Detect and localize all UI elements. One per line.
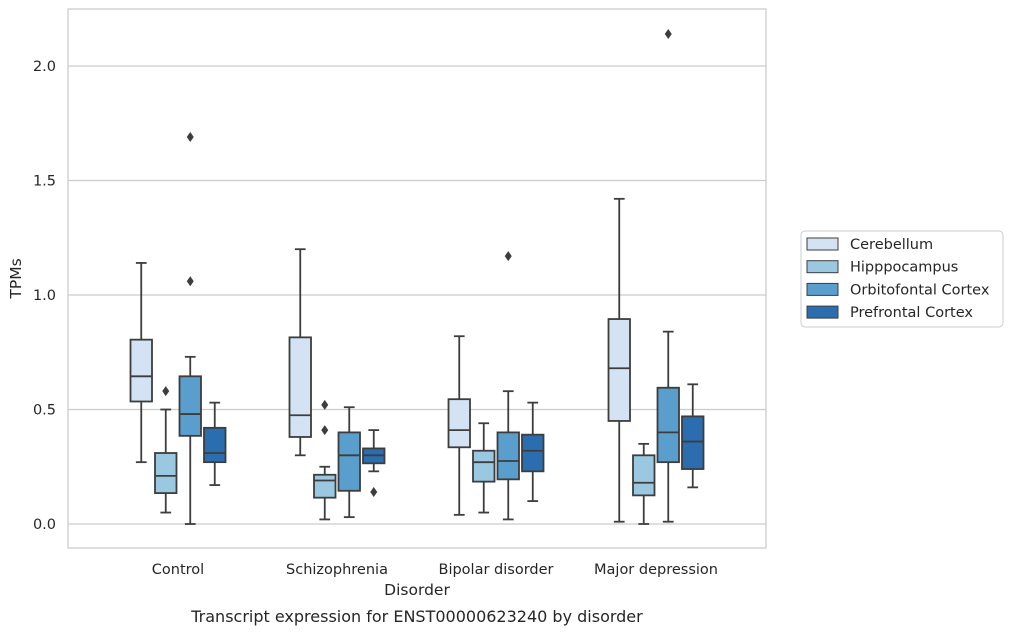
- box-body: [203, 426, 227, 464]
- box-body: [178, 375, 202, 437]
- legend-swatch: [806, 237, 839, 251]
- box-group-schizophrenia: [288, 248, 386, 521]
- box-body: [607, 318, 631, 422]
- box-cerebellum: [129, 262, 153, 464]
- box-orbitofontal-cortex: [496, 251, 520, 521]
- legend-label: Prefrontal Cortex: [850, 305, 973, 321]
- y-tick-label: 0.5: [33, 403, 56, 419]
- box-cerebellum: [288, 248, 312, 457]
- box-body: [496, 431, 520, 481]
- legend-swatch: [806, 260, 839, 274]
- outlier-point: [186, 131, 194, 142]
- y-tick-label: 2.0: [33, 59, 56, 75]
- x-tick-label: Control: [152, 562, 204, 578]
- outlier-point: [664, 28, 672, 39]
- box-body: [447, 398, 471, 449]
- box-hipppocampus: [632, 442, 656, 525]
- box-body: [681, 415, 705, 470]
- y-tick-label: 1.5: [33, 174, 56, 190]
- box-cerebellum: [607, 197, 631, 523]
- box-group-major-depression: [607, 28, 705, 525]
- box-orbitofontal-cortex: [178, 131, 202, 525]
- box-body: [521, 433, 545, 473]
- box-body: [129, 338, 153, 403]
- box-body: [288, 336, 312, 438]
- box-hipppocampus: [472, 422, 496, 514]
- box-body: [656, 386, 680, 464]
- x-axis-label: Disorder: [384, 581, 450, 599]
- legend-frame: [800, 230, 1004, 328]
- box-cerebellum: [447, 335, 471, 516]
- box-body: [154, 452, 178, 494]
- box-orbitofontal-cortex: [656, 28, 680, 523]
- box-group-bipolar-disorder: [447, 251, 545, 521]
- box-body: [632, 454, 656, 497]
- x-tick-labels: Control Schizophrenia Bipolar disorder Majo…: [152, 562, 718, 578]
- box-body: [337, 431, 361, 492]
- y-tick-labels: 0.0 0.5 1.0 1.5 2.0: [33, 59, 56, 533]
- legend-swatch: [806, 305, 839, 319]
- outlier-point: [186, 276, 194, 287]
- legend-label: Orbitofontal Cortex: [850, 282, 990, 298]
- y-tick-label: 0.0: [33, 517, 56, 533]
- legend: Cerebellum Hipppocampus Orbitofontal Corte…: [800, 230, 1004, 328]
- box-hipppocampus: [154, 386, 178, 514]
- legend-label: Cerebellum: [850, 237, 933, 253]
- box-orbitofontal-cortex: [337, 406, 361, 519]
- box-groups: [129, 28, 705, 525]
- plot-frame: [67, 8, 767, 549]
- outlier-point: [321, 399, 329, 410]
- box-prefrontal-cortex: [681, 383, 705, 489]
- box-body: [313, 473, 337, 499]
- box-prefrontal-cortex: [362, 429, 386, 497]
- chart-caption: Transcript expression for ENST0000062324…: [190, 607, 643, 626]
- legend-swatch: [806, 282, 839, 296]
- box-body: [472, 449, 496, 483]
- box-hipppocampus: [313, 399, 337, 521]
- box-group-control: [129, 131, 227, 525]
- outlier-point: [321, 425, 329, 436]
- outlier-point: [504, 251, 512, 262]
- x-tick-label: Major depression: [594, 562, 718, 578]
- x-tick-label: Schizophrenia: [286, 562, 388, 578]
- y-tick-label: 1.0: [33, 288, 56, 304]
- legend-label: Hipppocampus: [850, 260, 958, 276]
- outlier-point: [162, 386, 170, 397]
- y-axis-label: TPMs: [7, 258, 25, 299]
- box-prefrontal-cortex: [521, 401, 545, 503]
- box-prefrontal-cortex: [203, 401, 227, 486]
- outlier-point: [370, 486, 378, 497]
- x-tick-label: Bipolar disorder: [439, 562, 554, 578]
